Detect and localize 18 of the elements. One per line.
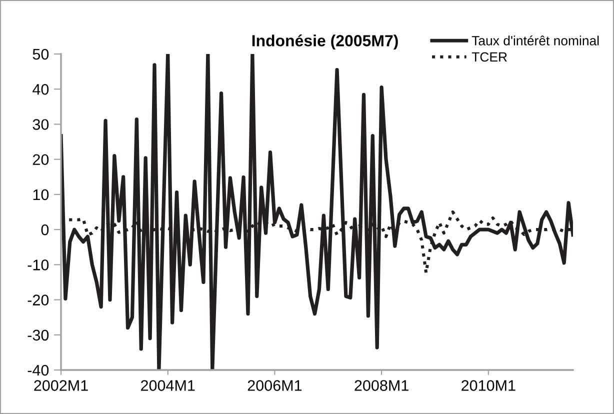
chart-title: Indonésie (2005M7) bbox=[252, 34, 398, 50]
legend-label: Taux d'intérêt nominal bbox=[472, 36, 599, 46]
x-tick-label: 2004M1 bbox=[141, 380, 195, 391]
y-tick-label: 0 bbox=[41, 224, 49, 236]
y-tick-label: 30 bbox=[32, 119, 49, 130]
x-tick-label: 2002M1 bbox=[34, 380, 88, 391]
y-tick-label: 50 bbox=[32, 48, 49, 60]
y-tick-label: 20 bbox=[32, 154, 49, 166]
x-tick-label: 2010M1 bbox=[462, 380, 516, 391]
x-tick-label: 2008M1 bbox=[354, 380, 408, 391]
legend-label: TCER bbox=[472, 52, 507, 62]
y-tick-label: 10 bbox=[33, 189, 49, 200]
y-tick-label: 40 bbox=[32, 84, 49, 95]
y-tick-label: -40 bbox=[28, 364, 49, 376]
x-tick-label: 2006M1 bbox=[248, 380, 302, 391]
y-tick-label: -20 bbox=[28, 294, 49, 306]
y-tick-label: -30 bbox=[28, 330, 49, 341]
y-tick-label: -10 bbox=[28, 260, 49, 270]
